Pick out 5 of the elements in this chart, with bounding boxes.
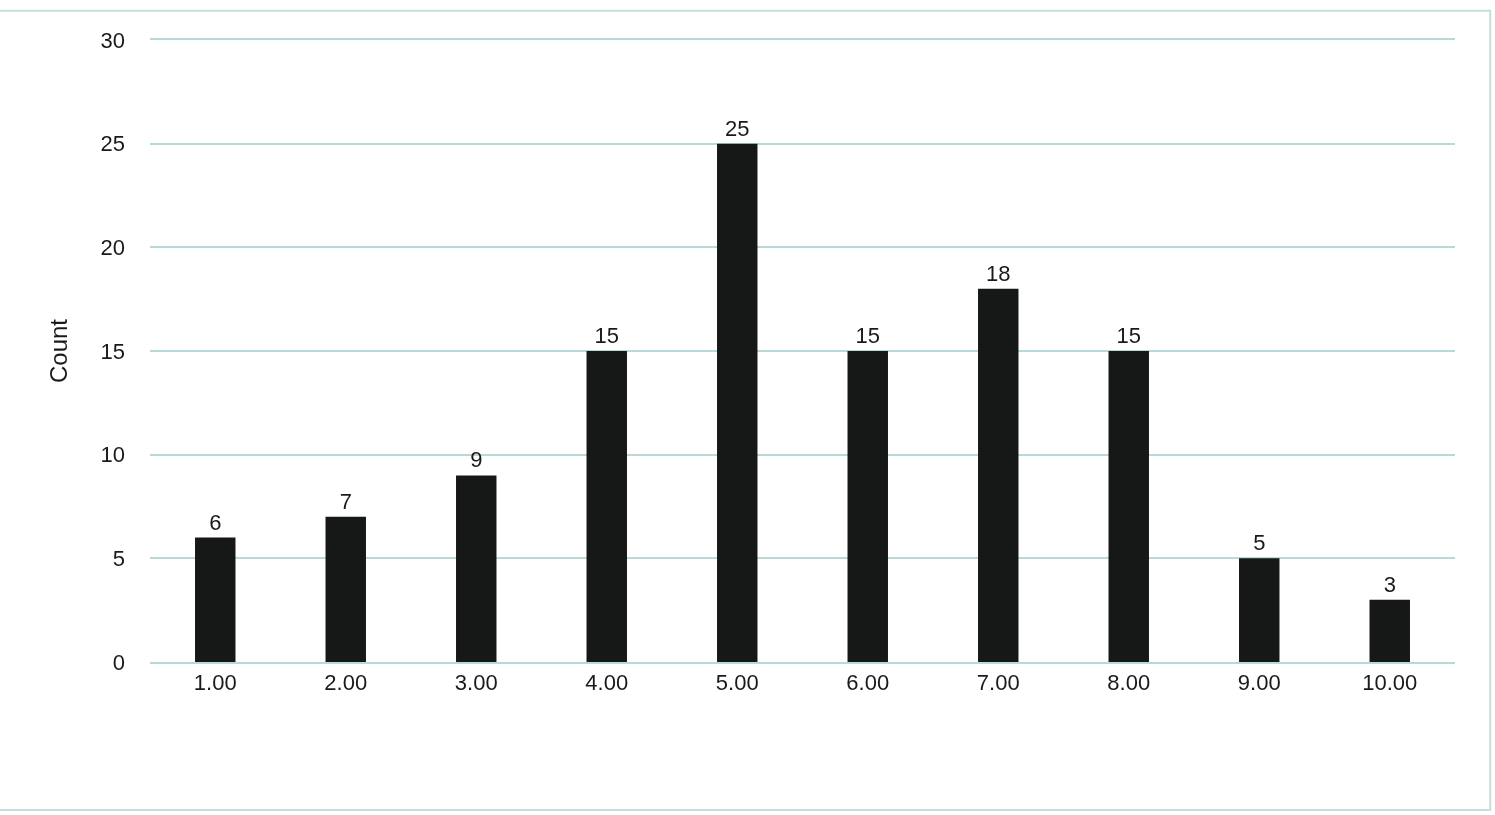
y-tick-label: 30: [100, 27, 125, 53]
y-tick-label: 20: [100, 235, 125, 261]
y-tick-label: 25: [100, 131, 125, 157]
data-label: 18: [986, 260, 1011, 286]
data-label: 25: [725, 115, 750, 141]
